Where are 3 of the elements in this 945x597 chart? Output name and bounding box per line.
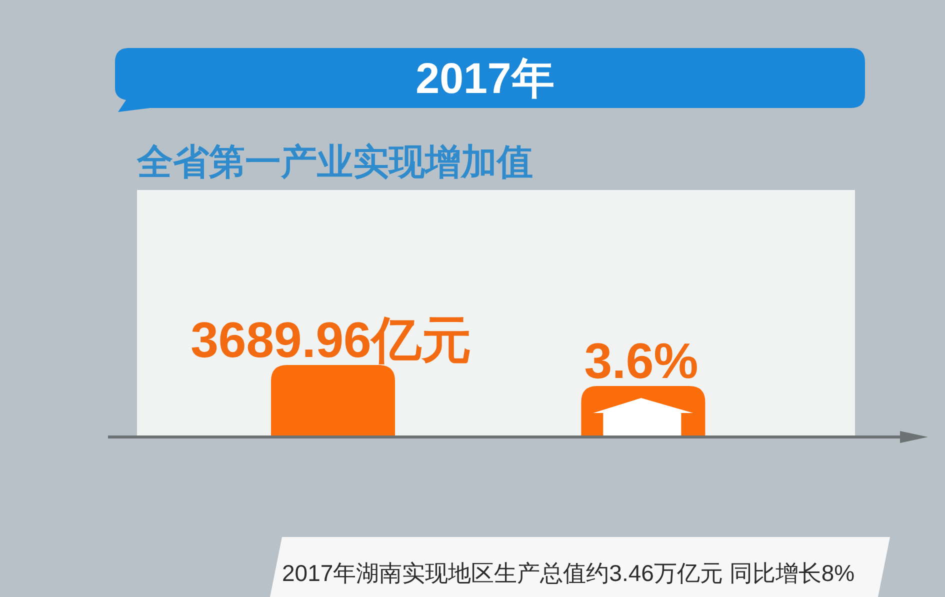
title: 2017年 <box>115 48 865 112</box>
annotation: 2017年湖南实现地区生产总值约3.46万亿元 同比增长8% <box>282 560 855 586</box>
subtitle: 全省第一产业实现增加值 <box>137 141 533 182</box>
